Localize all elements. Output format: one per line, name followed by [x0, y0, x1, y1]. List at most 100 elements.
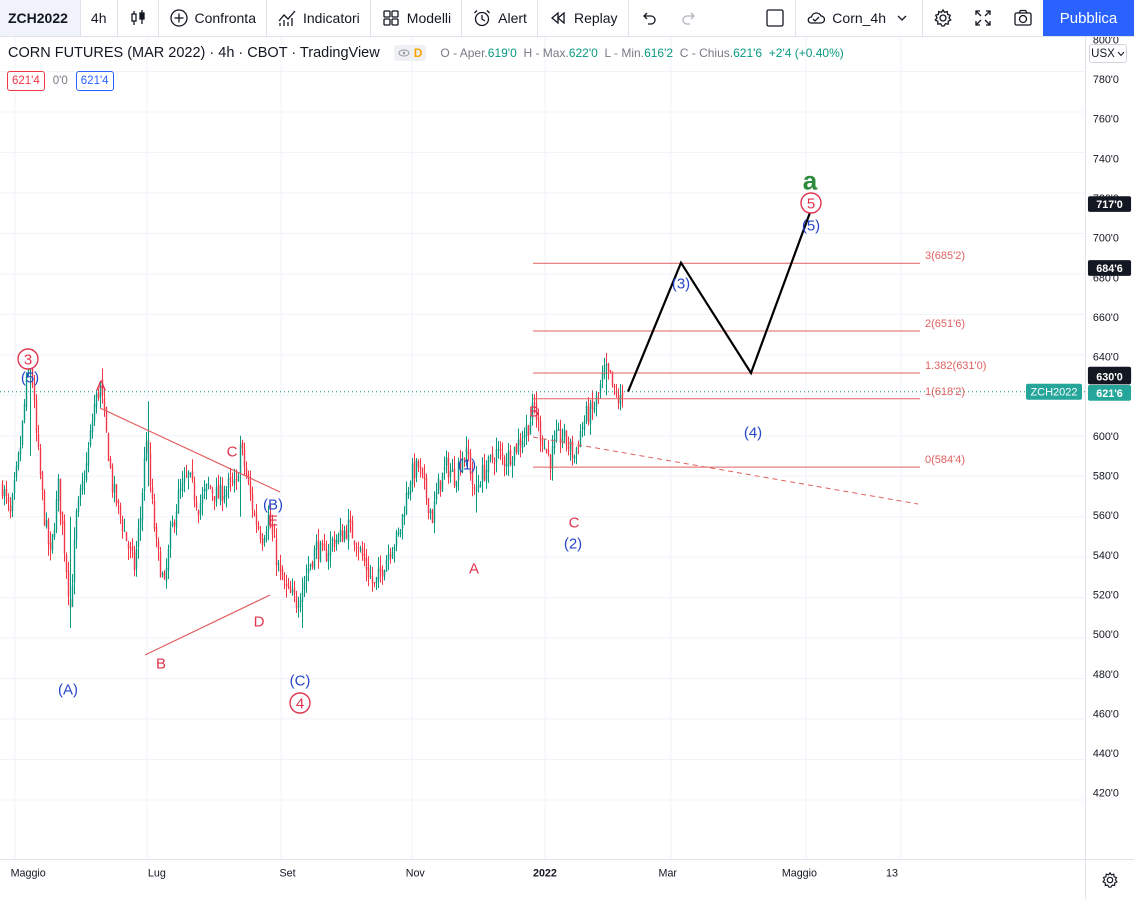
- fullscreen-layout-button[interactable]: [755, 0, 795, 36]
- candle: [259, 525, 262, 544]
- candle: [109, 456, 112, 469]
- candle-body: [179, 488, 182, 491]
- templates-label: Modelli: [406, 10, 452, 26]
- candle: [385, 555, 388, 572]
- candle-body: [109, 458, 112, 468]
- candle: [163, 570, 166, 580]
- candle: [253, 509, 256, 517]
- settings-button[interactable]: [923, 0, 963, 36]
- candle: [501, 442, 504, 466]
- candle: [381, 565, 384, 585]
- candle: [325, 540, 328, 562]
- candle-body: [383, 570, 386, 577]
- candle: [379, 555, 382, 583]
- price-axis[interactable]: 800'0780'0760'0740'0720'0700'0680'0660'0…: [1085, 37, 1134, 859]
- candle-body: [85, 463, 88, 481]
- candle: [521, 430, 524, 454]
- candle-body: [31, 356, 34, 386]
- replay-button[interactable]: Replay: [538, 0, 628, 36]
- candle-body: [331, 538, 334, 542]
- price-tick-label: 420'0: [1093, 788, 1119, 800]
- candle: [619, 383, 622, 411]
- chart-type-button[interactable]: [118, 0, 158, 36]
- replay-label: Replay: [573, 10, 618, 26]
- candle-body: [445, 457, 448, 466]
- candle: [95, 389, 98, 414]
- chevron-down-icon: [892, 8, 912, 28]
- wave-label: B: [156, 655, 166, 672]
- candle-body: [473, 487, 476, 489]
- toolbar-divider: [536, 0, 538, 36]
- candle-body: [133, 551, 136, 571]
- buy-price-button[interactable]: 621'4: [75, 71, 114, 91]
- candle: [357, 541, 360, 561]
- symbol-search-button[interactable]: ZCH2022: [0, 0, 80, 36]
- candle: [581, 422, 584, 438]
- candle-body: [151, 486, 154, 500]
- candle-body: [523, 435, 526, 439]
- templates-button[interactable]: Modelli: [371, 0, 461, 36]
- candle-body: [423, 473, 426, 480]
- candle-body: [41, 472, 44, 491]
- compare-button[interactable]: Confronta: [159, 0, 266, 36]
- time-axis[interactable]: Maggio Lug Set Nov 2022 Mar Maggio 13: [0, 859, 1085, 899]
- delayed-badge: D: [413, 46, 423, 60]
- candle: [327, 544, 330, 570]
- candle: [133, 545, 136, 577]
- candle: [395, 529, 398, 552]
- candle-body: [95, 393, 98, 408]
- candle: [55, 490, 58, 534]
- currency-selector[interactable]: USX: [1089, 44, 1127, 63]
- candle-body: [75, 511, 78, 540]
- high-value: 622'0: [568, 46, 598, 60]
- snapshot-button[interactable]: [1003, 0, 1043, 36]
- wave-label: (5): [802, 217, 820, 234]
- toolbar-divider: [795, 0, 797, 36]
- candle: [59, 478, 62, 526]
- candle: [271, 514, 274, 542]
- candle-body: [545, 449, 548, 452]
- layout-menu-button[interactable]: Corn_4h: [796, 0, 922, 36]
- toolbar-divider: [922, 0, 923, 36]
- candle: [43, 489, 46, 527]
- candle-body: [611, 371, 614, 387]
- low-text: Min.: [621, 46, 645, 60]
- candle: [539, 415, 542, 452]
- candle-body: [99, 381, 102, 399]
- candle-body: [455, 481, 458, 488]
- candle: [515, 442, 518, 455]
- candle: [99, 381, 102, 408]
- redo-button[interactable]: [669, 0, 709, 36]
- wave-label: (4): [744, 424, 762, 441]
- candle-body: [495, 448, 498, 462]
- fullscreen-button[interactable]: [963, 0, 1003, 36]
- candle: [263, 534, 266, 547]
- visibility-toggle[interactable]: D: [393, 45, 427, 61]
- alert-button[interactable]: Alert: [462, 0, 537, 36]
- axis-settings-button[interactable]: [1085, 859, 1134, 899]
- candle-body: [25, 376, 28, 407]
- candle-body: [103, 398, 106, 410]
- series-title[interactable]: CORN FUTURES (MAR 2022) · 4h · CBOT · Tr…: [8, 45, 380, 61]
- candle-body: [157, 541, 160, 550]
- candle: [529, 415, 532, 435]
- publish-button[interactable]: Pubblica: [1043, 0, 1134, 36]
- candle-body: [405, 492, 408, 515]
- candle-body: [485, 469, 488, 481]
- candle-body: [413, 461, 416, 479]
- indicators-button[interactable]: Indicatori: [267, 0, 370, 36]
- candle-body: [97, 392, 100, 398]
- undo-button[interactable]: [629, 0, 669, 36]
- candle: [513, 446, 516, 466]
- candle: [387, 544, 390, 571]
- candle-body: [335, 539, 338, 544]
- candle-body: [53, 530, 56, 538]
- price-chart[interactable]: 3(685'2) 2(651'6) 1.382(631'0) 1(618'2) 0(58…: [0, 37, 1085, 859]
- candle: [557, 422, 560, 431]
- candle: [495, 437, 498, 473]
- candle: [553, 430, 556, 455]
- interval-button[interactable]: 4h: [90, 10, 107, 26]
- candle: [503, 455, 506, 477]
- candle-body: [407, 491, 410, 495]
- sell-price-button[interactable]: 621'4: [7, 71, 45, 91]
